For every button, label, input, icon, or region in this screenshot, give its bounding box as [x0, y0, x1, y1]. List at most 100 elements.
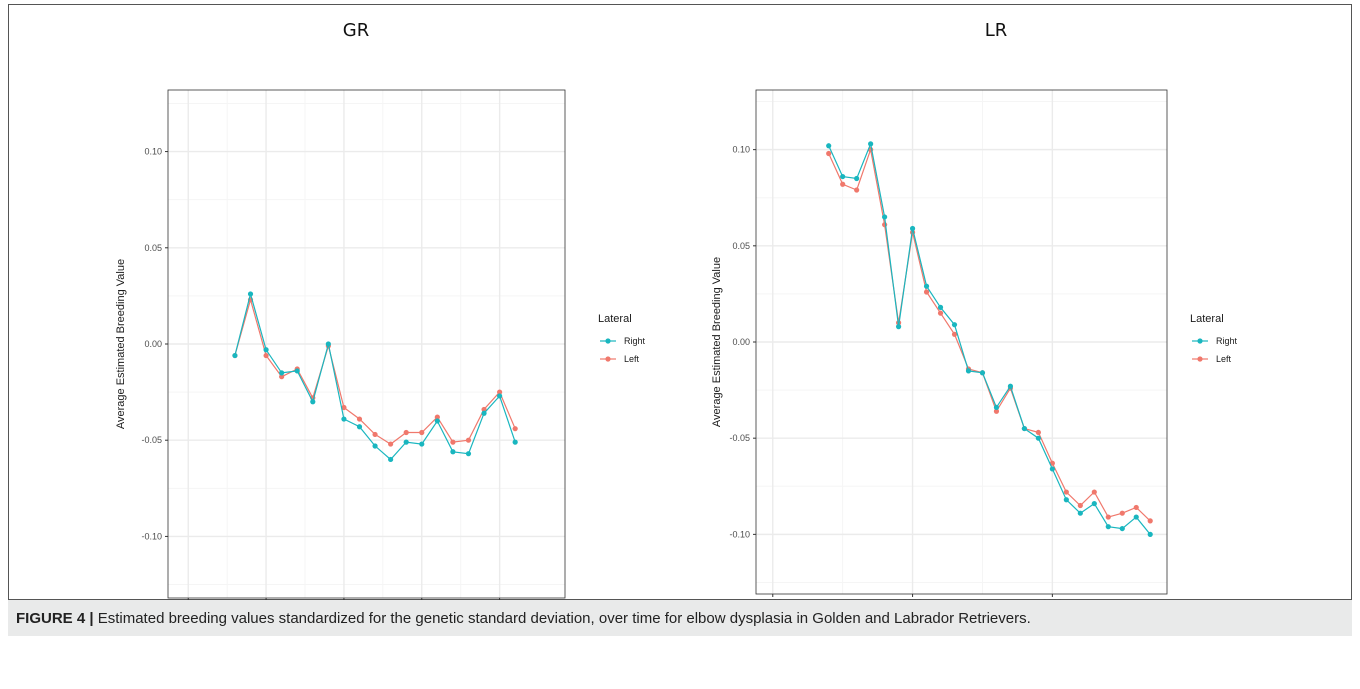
- data-point-left: [1091, 489, 1097, 495]
- data-point-right: [1105, 524, 1111, 530]
- data-point-right: [868, 141, 874, 147]
- data-point-left: [1063, 489, 1069, 495]
- chart-panel-lr: LR 199020002010-0.10-0.050.000.050.10Yea…: [680, 4, 1352, 600]
- data-point-right: [1119, 525, 1125, 532]
- data-point-right: [1035, 435, 1041, 441]
- chart-title: GR: [342, 20, 370, 41]
- data-point-right: [882, 214, 888, 220]
- chart-title: LR: [984, 20, 1008, 41]
- data-point-left: [419, 429, 425, 436]
- data-point-left: [388, 441, 394, 447]
- data-point-right: [279, 370, 285, 376]
- y-tick-label: -0.10: [729, 529, 750, 539]
- data-point-right: [263, 347, 269, 353]
- data-point-left: [993, 408, 1000, 414]
- legend-title: Lateral: [1190, 313, 1224, 325]
- caption-label: FIGURE 4 |: [16, 610, 94, 627]
- plot-border: [755, 89, 1168, 595]
- data-point-left: [372, 431, 378, 438]
- data-point-right: [1077, 510, 1083, 516]
- figure-frame: [8, 4, 1352, 600]
- series-line-left: [828, 147, 1151, 522]
- data-point-right: [979, 370, 986, 376]
- data-point-left: [1077, 502, 1083, 509]
- data-point-right: [419, 441, 425, 447]
- data-point-right: [481, 410, 487, 416]
- data-point-right: [1063, 497, 1069, 503]
- data-point-right: [965, 368, 972, 374]
- data-point-left: [1119, 510, 1125, 516]
- data-point-right: [434, 418, 440, 424]
- data-point-left: [1035, 429, 1041, 436]
- data-point-right: [232, 352, 238, 359]
- legend-label-left: Left: [624, 354, 640, 364]
- data-point-right: [247, 291, 254, 297]
- data-point-left: [951, 331, 958, 337]
- data-point-right: [497, 393, 503, 399]
- y-tick-label: 0.05: [732, 241, 750, 251]
- data-point-right: [1007, 383, 1014, 389]
- legend-label-right: Right: [624, 336, 646, 346]
- data-point-right: [993, 404, 1000, 411]
- data-point-left: [497, 389, 503, 395]
- data-point-right: [854, 175, 860, 182]
- y-tick-label: 0.10: [144, 147, 162, 157]
- x-tick-label: 2010: [1042, 598, 1062, 600]
- data-point-right: [465, 451, 472, 457]
- data-point-right: [372, 443, 378, 449]
- data-point-right: [450, 449, 456, 455]
- y-tick-label: 0.10: [732, 145, 750, 155]
- y-tick-label: -0.10: [141, 531, 162, 541]
- chart-panel-gr: GR 19952000200520102015-0.10-0.050.000.0…: [8, 4, 680, 600]
- data-point-right: [923, 283, 930, 289]
- data-point-left: [263, 352, 269, 359]
- data-point-right: [937, 304, 944, 310]
- legend-key-point: [605, 356, 611, 362]
- data-point-right: [325, 341, 331, 347]
- data-point-right: [895, 324, 902, 330]
- y-axis-title: Average Estimated Breeding Value: [711, 257, 723, 427]
- data-point-right: [1021, 425, 1028, 432]
- data-point-right: [356, 424, 363, 430]
- x-tick-label: 2000: [903, 598, 923, 600]
- data-point-left: [465, 437, 472, 443]
- y-tick-label: 0.00: [732, 337, 750, 347]
- data-point-right: [1133, 514, 1139, 520]
- data-point-left: [403, 429, 409, 436]
- data-point-right: [1049, 466, 1055, 472]
- data-point-left: [1049, 460, 1055, 466]
- data-point-right: [403, 439, 409, 445]
- y-tick-label: 0.00: [144, 339, 162, 349]
- legend-title: Lateral: [598, 313, 632, 325]
- data-point-right: [341, 416, 347, 422]
- caption-text: Estimated breeding values standardized f…: [93, 610, 1031, 627]
- data-point-left: [923, 289, 930, 295]
- data-point-right: [1091, 500, 1097, 507]
- data-point-left: [450, 439, 456, 445]
- data-point-right: [512, 439, 518, 445]
- legend-key-point: [1197, 356, 1203, 362]
- data-point-right: [294, 368, 300, 374]
- data-point-left: [356, 416, 363, 422]
- y-tick-label: 0.05: [144, 243, 162, 253]
- y-axis-title: Average Estimated Breeding Value: [115, 259, 127, 429]
- figure-caption: FIGURE 4 | Estimated breeding values sta…: [8, 600, 1352, 636]
- data-point-left: [840, 181, 846, 187]
- data-point-left: [882, 222, 888, 228]
- data-point-right: [909, 225, 916, 232]
- data-point-right: [310, 399, 316, 405]
- data-point-left: [1147, 518, 1153, 524]
- data-point-left: [279, 374, 285, 380]
- y-tick-label: -0.05: [141, 435, 162, 445]
- plot-border: [167, 89, 566, 599]
- data-point-left: [937, 310, 944, 316]
- data-point-left: [1133, 504, 1139, 511]
- series-line-right: [828, 141, 1151, 535]
- data-point-right: [388, 456, 394, 463]
- legend-key-point: [1197, 338, 1203, 344]
- data-point-right: [1147, 531, 1153, 537]
- data-point-left: [341, 404, 347, 411]
- data-point-left: [826, 150, 832, 157]
- data-point-right: [951, 322, 958, 328]
- data-point-left: [481, 406, 487, 413]
